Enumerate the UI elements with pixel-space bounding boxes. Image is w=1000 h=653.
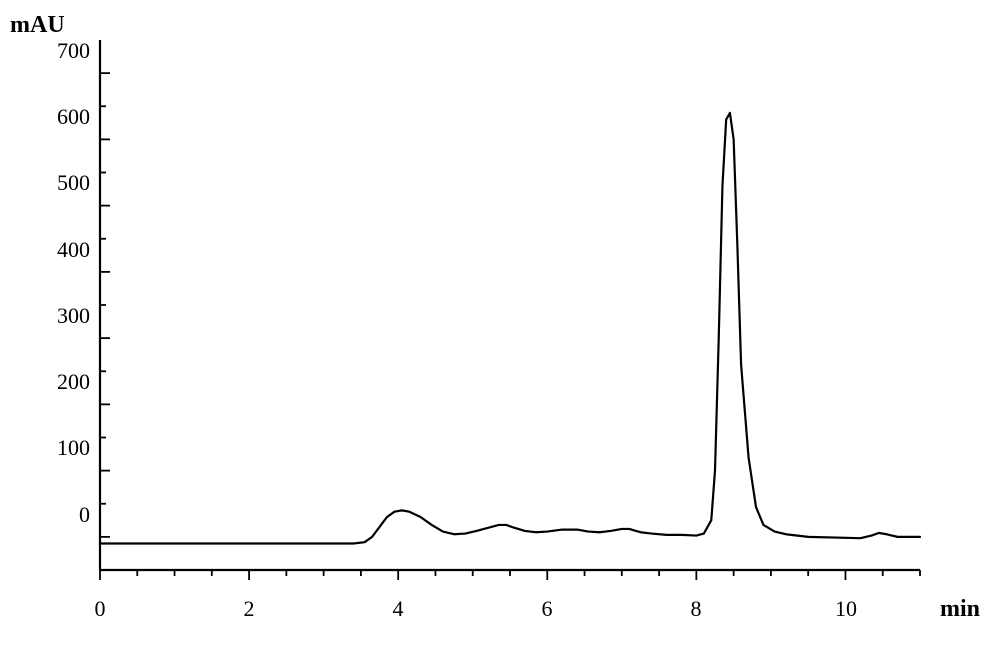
chromatogram-chart: mAU min 700 600 500 400 300 200 100 0 0 … — [0, 0, 1000, 653]
plot-svg — [0, 0, 1000, 653]
